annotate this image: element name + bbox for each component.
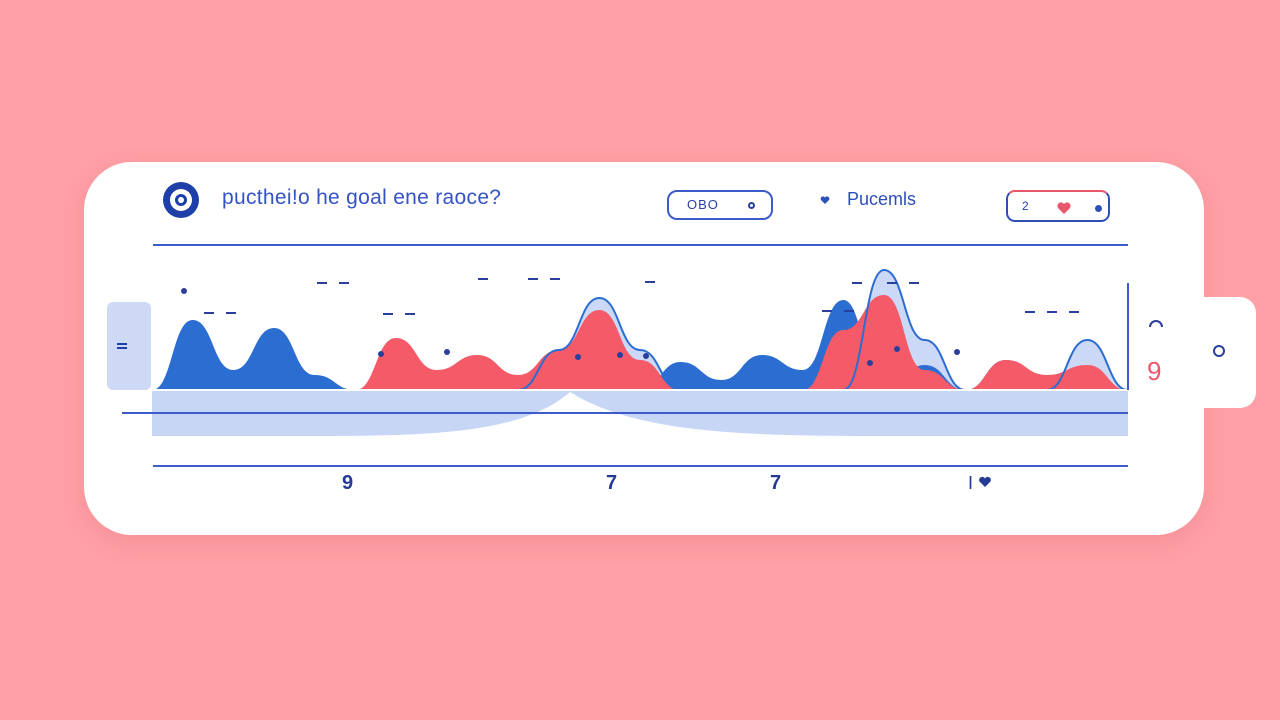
x-tick-label: 7 (770, 472, 782, 494)
side-value: 9 (1147, 356, 1162, 386)
ring-logo-icon (163, 182, 199, 218)
filter-pill[interactable]: OBO (667, 190, 773, 220)
x-tick-heart: I (968, 472, 998, 496)
pill-toggle-icon (748, 202, 755, 209)
x-tick-label: I (968, 473, 974, 493)
x-tick-label: 7 (606, 472, 618, 494)
heart-icon (979, 476, 991, 487)
x-tick-label: 9 (342, 472, 354, 494)
legend-label: Pucemls (847, 189, 917, 209)
range-handle-left[interactable] (107, 302, 151, 390)
page-title: pucthei!o he goal ene raoce? (222, 186, 502, 209)
ring-icon[interactable] (1212, 344, 1226, 358)
heart-icon (1057, 202, 1071, 214)
favorite-count: 2 (1022, 199, 1029, 213)
filter-pill-label: OBO (687, 197, 719, 212)
side-readout: 9 (1143, 312, 1173, 392)
legend-heart-icon (820, 196, 830, 204)
favorite-button[interactable]: 2 (1006, 190, 1110, 222)
favorite-menu-dot-icon (1095, 205, 1102, 212)
side-chevron-icon (1149, 320, 1163, 328)
grip-icon (117, 343, 127, 349)
